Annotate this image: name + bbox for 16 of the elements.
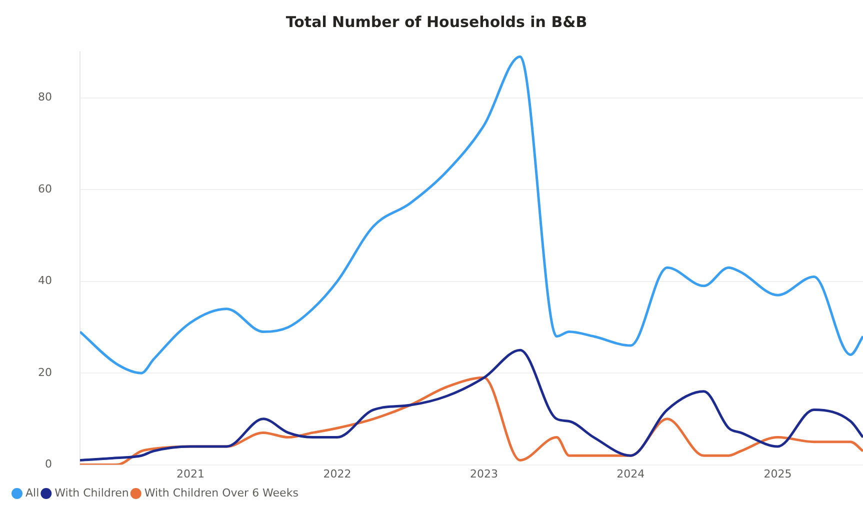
y-tick-label: 40 [38, 274, 52, 288]
y-tick-label: 0 [44, 458, 52, 471]
x-tick-label: 2025 [764, 467, 792, 480]
x-tick-label: 2022 [323, 467, 352, 480]
line-series [80, 348, 863, 462]
line-series [80, 55, 863, 374]
legend-label: With Children [54, 486, 129, 500]
x-tick-label: 2021 [176, 467, 205, 480]
chart-title: Total Number of Households in B&B [286, 12, 588, 31]
x-tick-label: 2024 [616, 467, 645, 480]
legend-label: All [26, 486, 40, 500]
y-tick-label: 20 [38, 366, 52, 379]
y-tick-label: 60 [38, 182, 52, 196]
legend-label: With Children Over 6 Weeks [144, 486, 299, 500]
y-tick-label: 80 [38, 90, 52, 104]
x-tick-label: 2023 [470, 467, 498, 480]
